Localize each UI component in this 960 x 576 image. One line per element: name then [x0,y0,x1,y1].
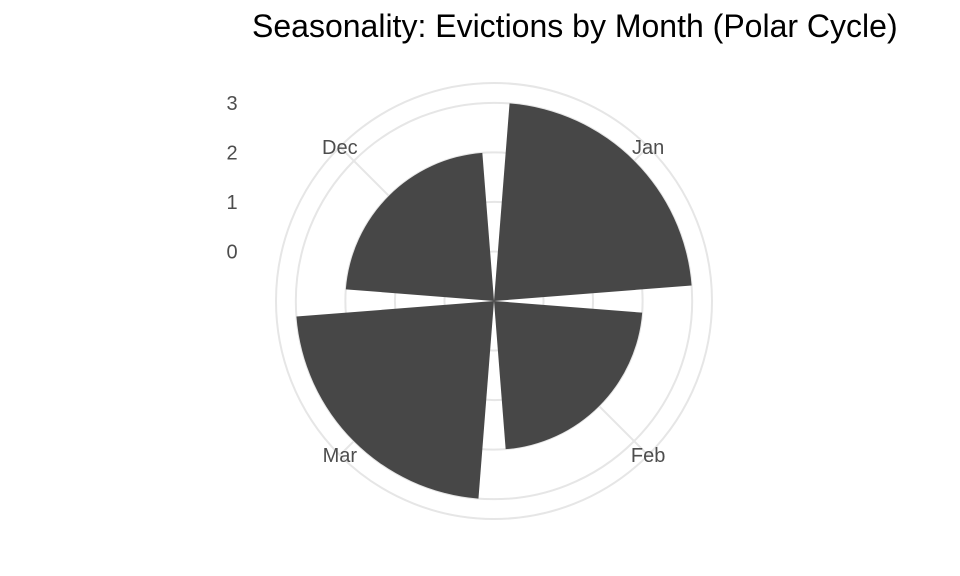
r-tick-label: 1 [226,192,237,214]
r-tick-label: 3 [226,93,237,115]
month-label-feb: Feb [631,445,665,467]
month-label-jan: Jan [632,137,664,159]
grid-circle [344,151,644,451]
bars-layer [296,103,692,499]
grid-circle [294,101,694,501]
chart-title: Seasonality: Evictions by Month (Polar C… [252,8,898,44]
grid-circle-outer [275,82,713,520]
r-tick-label: 2 [226,142,237,164]
bar-mar [296,301,494,499]
month-label-dec: Dec [322,137,358,159]
bar-feb [494,301,643,450]
labels-layer: 0 1 2 3 Jan Feb Mar Dec [226,93,665,467]
month-label-mar: Mar [323,445,358,467]
bar-dec [345,152,494,301]
grid-circle [393,200,595,402]
r-tick-label: 0 [226,241,237,263]
grid-circle [443,250,545,352]
bar-jan [494,103,692,301]
